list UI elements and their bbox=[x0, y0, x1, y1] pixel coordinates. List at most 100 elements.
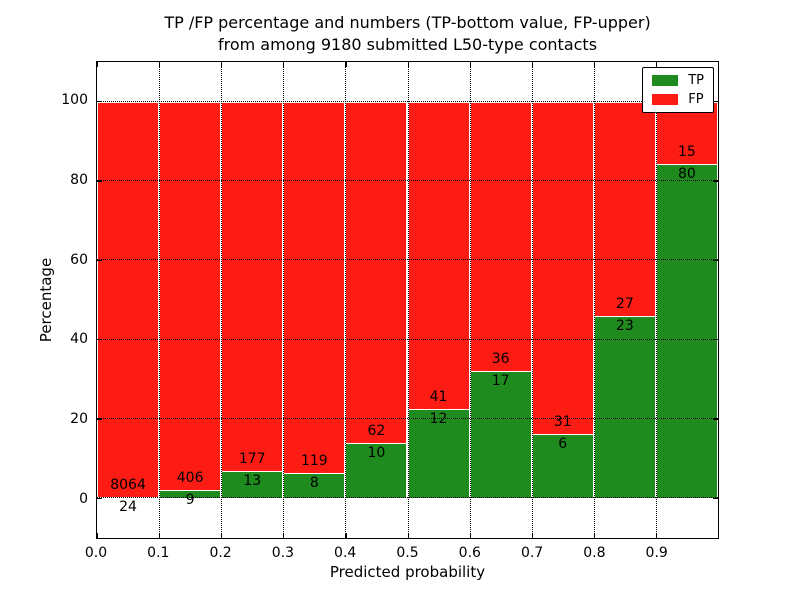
gridline-vertical bbox=[221, 62, 223, 538]
legend-label-tp: TP bbox=[688, 73, 704, 88]
fp-count-label: 119 bbox=[300, 453, 328, 470]
stacked-bar bbox=[221, 101, 284, 499]
x-tick-label: 0.3 bbox=[271, 545, 295, 561]
bar-segment-tp bbox=[470, 371, 531, 499]
x-tick-mark bbox=[407, 533, 409, 538]
fp-count-label: 406 bbox=[176, 469, 204, 486]
gridline-vertical bbox=[469, 62, 471, 538]
fp-count-label: 62 bbox=[367, 423, 386, 440]
x-tick-mark bbox=[345, 533, 347, 538]
stacked-bar bbox=[97, 101, 160, 499]
bar-segment-fp bbox=[160, 101, 221, 490]
bar-segment-tp bbox=[160, 489, 221, 499]
x-tick-mark-top bbox=[345, 62, 347, 67]
x-tick-label: 0.0 bbox=[84, 545, 108, 561]
legend-label-fp: FP bbox=[688, 92, 704, 107]
x-tick-mark bbox=[159, 533, 161, 538]
x-axis-label: Predicted probability bbox=[329, 563, 486, 581]
x-tick-mark-top bbox=[407, 62, 409, 67]
gridline-horizontal bbox=[97, 338, 718, 340]
fp-count-label: 41 bbox=[429, 388, 448, 405]
tp-count-label: 8 bbox=[309, 475, 319, 492]
x-tick-mark bbox=[283, 533, 285, 538]
y-tick-label: 80 bbox=[70, 172, 88, 188]
fp-count-label: 31 bbox=[553, 414, 572, 431]
legend-item-fp: FP bbox=[652, 93, 704, 106]
stacked-bar bbox=[469, 101, 532, 499]
x-tick-mark bbox=[221, 533, 223, 538]
stacked-bar bbox=[531, 101, 594, 499]
tp-count-label: 80 bbox=[678, 166, 696, 183]
tp-count-label: 9 bbox=[185, 491, 195, 508]
gridline-horizontal bbox=[97, 100, 718, 102]
bar-segment-tp bbox=[594, 315, 655, 499]
x-tick-mark-top bbox=[469, 62, 471, 67]
gridline-horizontal bbox=[97, 180, 718, 181]
x-tick-mark-top bbox=[655, 62, 658, 67]
x-tick-mark-top bbox=[97, 62, 99, 67]
y-tick-mark-right bbox=[713, 259, 718, 261]
gridline-vertical bbox=[407, 62, 409, 538]
chart-title-line1: TP /FP percentage and numbers (TP-bottom… bbox=[164, 13, 651, 32]
y-axis-label: Percentage bbox=[37, 257, 55, 343]
x-tick-label: 0.5 bbox=[396, 545, 419, 561]
x-tick-label: 0.2 bbox=[209, 545, 232, 561]
bar-segment-fp bbox=[532, 101, 593, 435]
legend-item-tp: TP bbox=[652, 74, 704, 87]
y-tick-mark bbox=[97, 180, 102, 182]
gridline-horizontal bbox=[97, 259, 718, 261]
bar-segment-tp bbox=[656, 164, 717, 499]
bar-segment-fp bbox=[408, 101, 469, 409]
gridline-vertical bbox=[593, 62, 595, 538]
fp-count-label: 36 bbox=[491, 351, 510, 368]
stacked-bar bbox=[655, 101, 718, 499]
y-tick-label: 40 bbox=[70, 331, 88, 348]
x-tick-mark bbox=[97, 533, 99, 538]
x-tick-mark-top bbox=[221, 62, 223, 67]
y-tick-mark bbox=[97, 101, 102, 103]
legend: TP FP bbox=[642, 67, 714, 113]
y-tick-mark bbox=[97, 497, 102, 499]
x-tick-mark bbox=[531, 533, 533, 538]
y-tick-mark bbox=[97, 418, 102, 420]
x-tick-mark-top bbox=[531, 62, 533, 67]
stacked-bar bbox=[593, 101, 656, 499]
fp-count-label: 177 bbox=[238, 451, 266, 468]
tp-count-label: 23 bbox=[615, 317, 634, 334]
bar-segment-fp bbox=[284, 101, 345, 474]
x-tick-mark-top bbox=[283, 62, 285, 67]
stacked-bar bbox=[283, 101, 346, 499]
x-tick-label: 0.4 bbox=[334, 545, 357, 561]
chart-title: TP /FP percentage and numbers (TP-bottom… bbox=[96, 12, 719, 56]
y-tick-mark-right bbox=[713, 418, 718, 420]
gridline-vertical bbox=[531, 62, 533, 538]
x-tick-label: 0.6 bbox=[458, 545, 481, 561]
gridline-vertical bbox=[655, 62, 657, 538]
tp-count-label: 12 bbox=[429, 410, 448, 427]
chart-title-line2: from among 9180 submitted L50-type conta… bbox=[217, 35, 598, 54]
bar-segment-tp bbox=[346, 443, 407, 499]
bar-segment-fp bbox=[594, 101, 655, 316]
gridline-horizontal bbox=[97, 418, 718, 419]
x-tick-label: 0.9 bbox=[645, 545, 668, 561]
y-tick-mark-right bbox=[713, 497, 718, 499]
x-tick-mark-top bbox=[159, 62, 161, 67]
y-tick-label: 0 bbox=[79, 490, 88, 507]
y-tick-label: 60 bbox=[70, 251, 88, 268]
bar-segment-tp bbox=[532, 434, 593, 499]
gridline-vertical bbox=[159, 62, 161, 538]
x-tick-mark bbox=[593, 533, 595, 538]
x-tick-mark bbox=[469, 533, 471, 538]
x-tick-mark-top bbox=[593, 62, 595, 67]
gridline-vertical bbox=[283, 62, 285, 538]
y-tick-mark-right bbox=[713, 180, 718, 182]
y-tick-mark-right bbox=[713, 101, 718, 103]
y-tick-label: 20 bbox=[70, 411, 88, 427]
y-tick-mark-right bbox=[713, 339, 718, 341]
gridline-horizontal bbox=[97, 497, 718, 499]
tp-count-label: 13 bbox=[243, 473, 262, 490]
plot-area: TP FP 8064 24 406 9 177 13 119 8 62 10 41 12 36 17 31 6… bbox=[96, 61, 719, 539]
tp-swatch bbox=[652, 75, 679, 86]
tp-count-label: 6 bbox=[558, 436, 568, 453]
